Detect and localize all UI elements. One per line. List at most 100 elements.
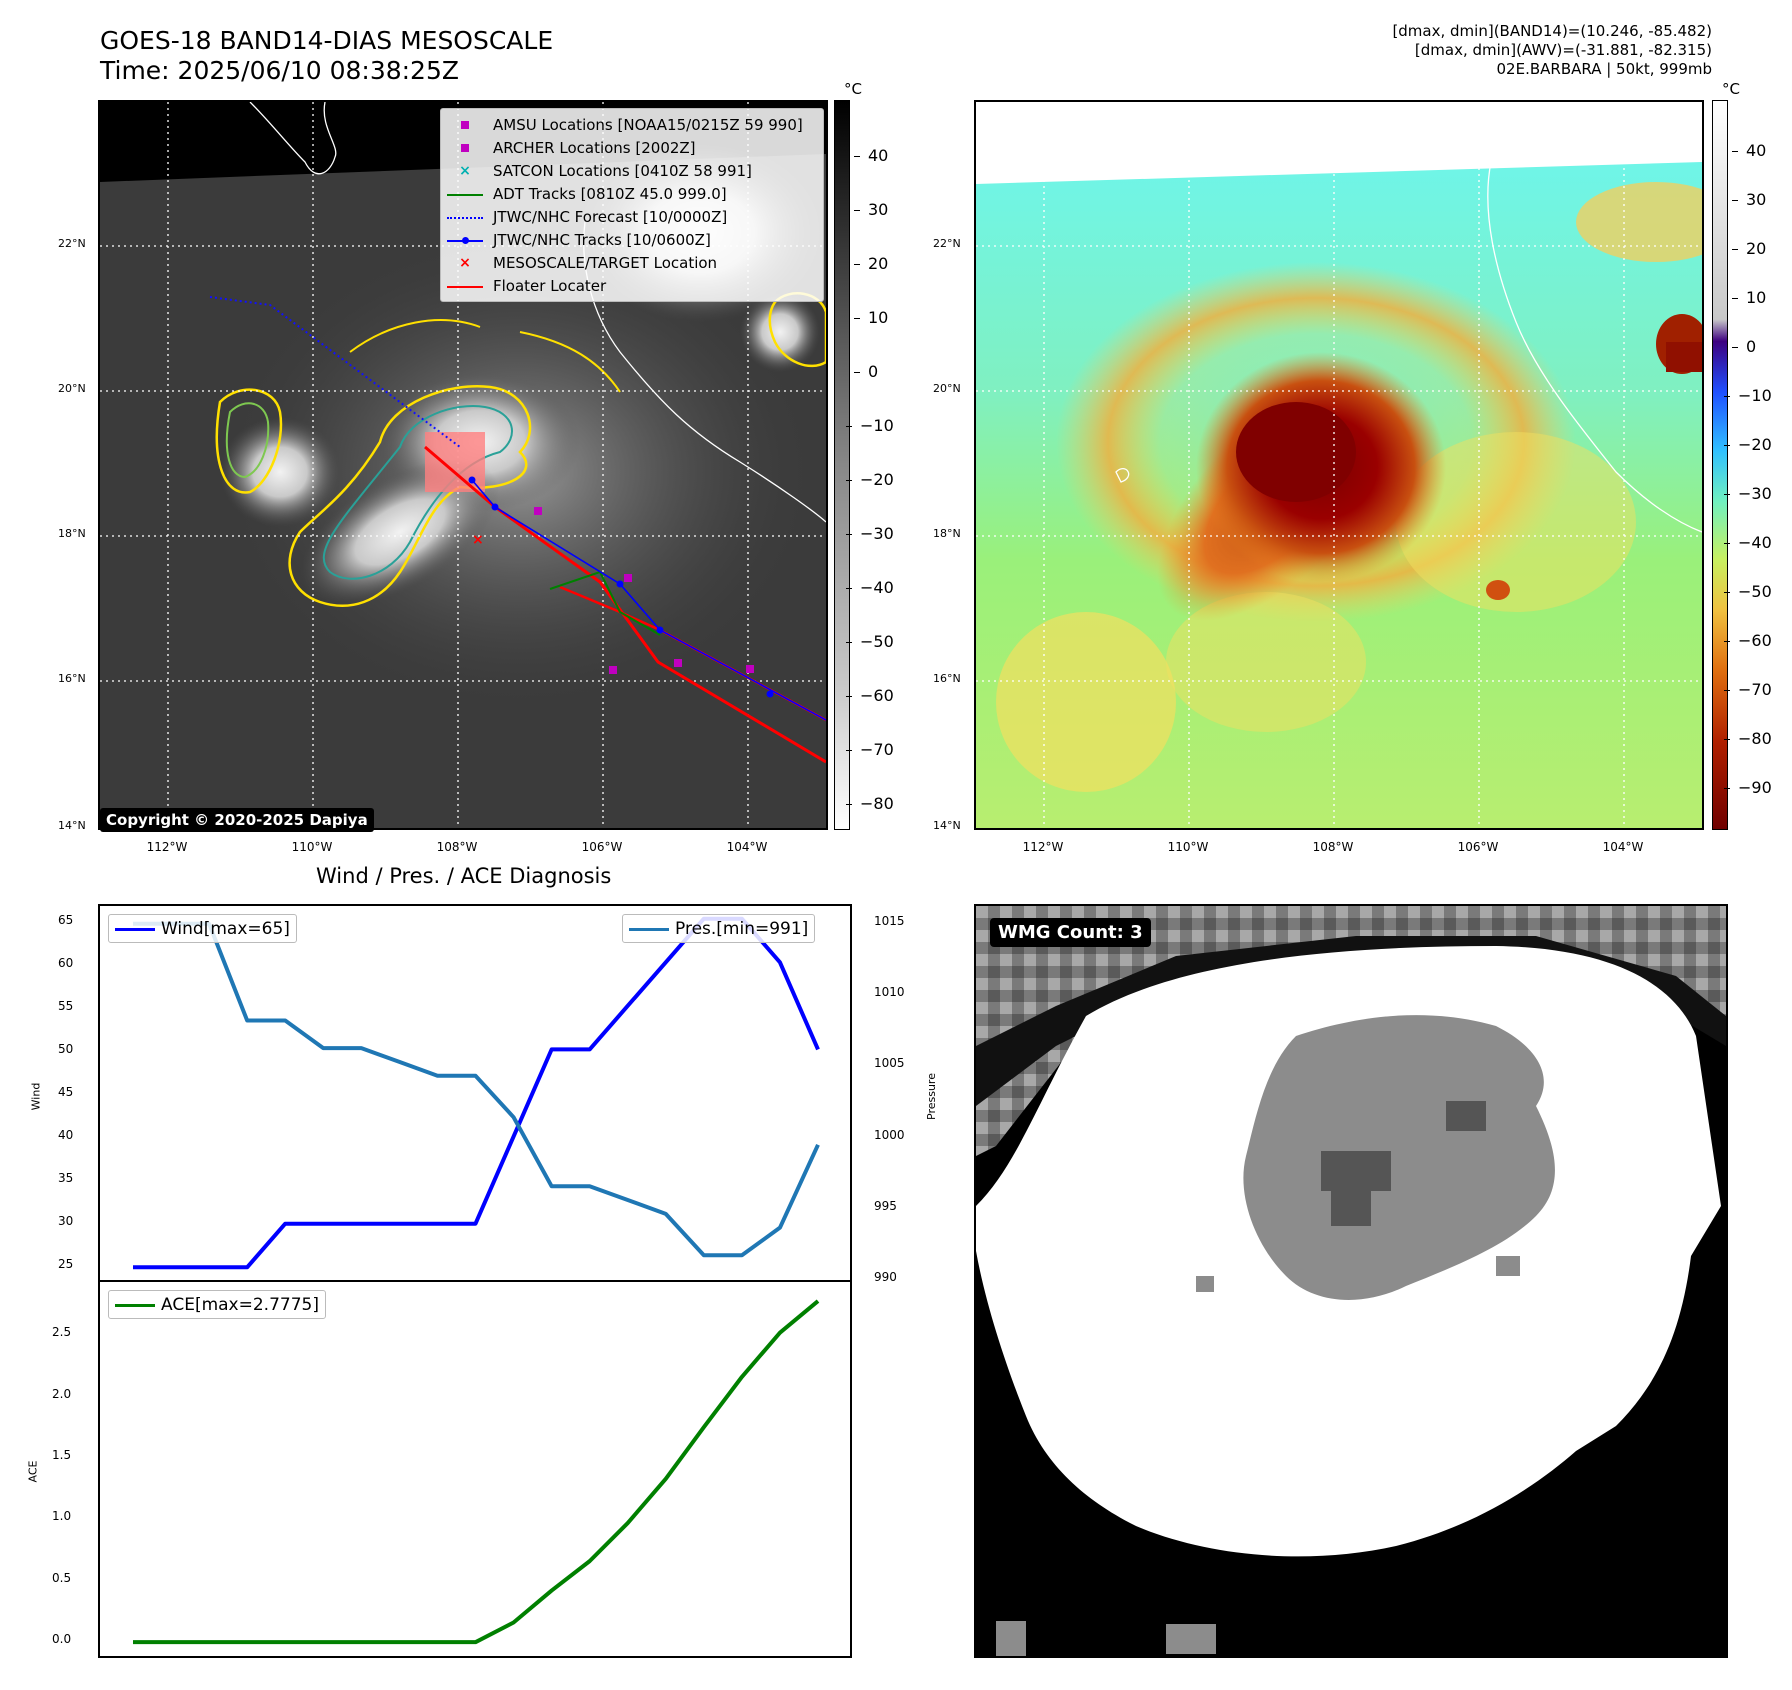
wind-tick: 35 — [58, 1171, 74, 1185]
ir-tick: 0 — [853, 362, 879, 381]
dias-tick: 0 — [1731, 337, 1757, 356]
dotted-line-icon — [447, 210, 483, 224]
ir-tick: −30 — [846, 524, 894, 543]
pressure-tick: 995 — [874, 1199, 897, 1213]
legend-label: AMSU Locations [NOAA15/0215Z 59 990] — [493, 115, 803, 134]
diagnosis-title: Wind / Pres. / ACE Diagnosis — [316, 864, 612, 888]
track-legend: AMSU Locations [NOAA15/0215Z 59 990] ARC… — [440, 108, 824, 302]
pressure-tick: 1015 — [874, 914, 905, 928]
ir-tick: 10 — [853, 308, 889, 327]
ace-legend: ACE[max=2.7775] — [108, 1290, 326, 1319]
dias-tick: −50 — [1724, 582, 1772, 601]
wind-legend-label: Wind[max=65] — [161, 918, 290, 939]
wmg-map — [976, 906, 1726, 1656]
lon-label-106: 106°W — [581, 840, 623, 854]
square-marker-icon — [447, 118, 483, 132]
dias-tick: 10 — [1731, 288, 1767, 307]
ir-tick: −70 — [846, 740, 894, 759]
legend-label: JTWC/NHC Tracks [10/0600Z] — [493, 230, 711, 249]
wind-tick: 40 — [58, 1128, 74, 1142]
stats-awv: [dmax, dmin](AWV)=(-31.881, -82.315) — [1414, 41, 1712, 59]
pressure-legend: Pres.[min=991] — [622, 914, 816, 943]
ir-tick: −10 — [846, 416, 894, 435]
square-marker-icon — [447, 141, 483, 155]
wind-tick: 55 — [58, 999, 74, 1013]
storm-info: 02E.BARBARA | 50kt, 999mb — [1496, 60, 1712, 78]
line-marker-icon — [447, 187, 483, 201]
ace-tick: 0.5 — [52, 1571, 72, 1585]
legend-floater: Floater Locater — [447, 274, 817, 297]
dias-lon-label-112: 112°W — [1022, 840, 1064, 854]
legend-target: × MESOSCALE/TARGET Location — [447, 251, 817, 274]
ace-plot — [132, 1299, 820, 1645]
dias-tick: −40 — [1724, 533, 1772, 552]
wind-tick: 30 — [58, 1214, 74, 1228]
dias-lat-label-14: 14°N — [933, 819, 961, 832]
ace-tick: 1.5 — [52, 1448, 72, 1462]
dias-lon-label-106: 106°W — [1457, 840, 1499, 854]
wind-pressure-panel — [98, 904, 852, 1282]
line-marker-icon — [115, 1298, 155, 1312]
title-line-2: Time: 2025/06/10 08:38:25Z — [100, 56, 459, 85]
wmg-panel — [974, 904, 1728, 1658]
dias-colorbar-unit: °C — [1722, 80, 1740, 98]
dias-tick: −70 — [1724, 680, 1772, 699]
dias-colorbar — [1712, 100, 1728, 830]
dias-lat-label-16: 16°N — [933, 672, 961, 685]
legend-satcon: × SATCON Locations [0410Z 58 991] — [447, 159, 817, 182]
x-marker-icon: × — [459, 254, 471, 271]
dias-lat-label-20: 20°N — [933, 382, 961, 395]
dias-map-panel — [974, 100, 1704, 830]
wind-legend: Wind[max=65] — [108, 914, 297, 943]
lat-label-20: 20°N — [58, 382, 86, 395]
pressure-tick: 1010 — [874, 985, 905, 999]
ace-tick: 0.0 — [52, 1632, 72, 1646]
dias-lon-label-104: 104°W — [1602, 840, 1644, 854]
pressure-series-line — [133, 921, 820, 1258]
dias-tick: 20 — [1731, 239, 1767, 258]
pressure-tick: 990 — [874, 1270, 897, 1284]
dias-map — [976, 102, 1702, 828]
wind-axis-label: Wind — [29, 1082, 43, 1111]
ir-tick: −60 — [846, 686, 894, 705]
ace-tick: 2.0 — [52, 1387, 72, 1401]
svg-text:×: × — [472, 532, 484, 548]
wind-series-line — [133, 916, 820, 1270]
pressure-tick: 1005 — [874, 1056, 905, 1070]
legend-amsu: AMSU Locations [NOAA15/0215Z 59 990] — [447, 113, 817, 136]
ir-tick: 40 — [853, 146, 889, 165]
legend-label: SATCON Locations [0410Z 58 991] — [493, 161, 752, 180]
stats-block: [dmax, dmin](BAND14)=(10.246, -85.482) [… — [1392, 22, 1712, 79]
lon-label-108: 108°W — [436, 840, 478, 854]
ace-panel — [98, 1280, 852, 1658]
wind-tick: 45 — [58, 1085, 74, 1099]
legend-label: JTWC/NHC Forecast [10/0000Z] — [493, 207, 728, 226]
ir-tick: −40 — [846, 578, 894, 597]
legend-adt: ADT Tracks [0810Z 45.0 999.0] — [447, 182, 817, 205]
stats-band14: [dmax, dmin](BAND14)=(10.246, -85.482) — [1392, 22, 1712, 40]
title-line-1: GOES-18 BAND14-DIAS MESOSCALE — [100, 26, 554, 55]
ir-colorbar-unit: °C — [844, 80, 862, 98]
ace-tick: 1.0 — [52, 1509, 72, 1523]
dias-tick: −60 — [1724, 631, 1772, 650]
ir-tick: −80 — [846, 794, 894, 813]
dias-tick: −20 — [1724, 435, 1772, 454]
dias-tick: −10 — [1724, 386, 1772, 405]
line-marker-icon — [629, 922, 669, 936]
lat-label-22: 22°N — [58, 237, 86, 250]
dias-tick: 30 — [1731, 190, 1767, 209]
dias-lon-label-110: 110°W — [1167, 840, 1209, 854]
lat-label-16: 16°N — [58, 672, 86, 685]
legend-label: MESOSCALE/TARGET Location — [493, 253, 718, 272]
line-dot-icon — [447, 233, 483, 247]
line-marker-icon — [447, 279, 483, 293]
wmg-count-badge: WMG Count: 3 — [990, 918, 1151, 947]
ir-tick: −50 — [846, 632, 894, 651]
dias-tick: 40 — [1731, 141, 1767, 160]
x-marker-icon: × — [459, 162, 471, 179]
ir-colorbar — [834, 100, 850, 830]
dias-lat-label-18: 18°N — [933, 527, 961, 540]
lon-label-112: 112°W — [146, 840, 188, 854]
wind-tick: 60 — [58, 956, 74, 970]
ace-tick: 2.5 — [52, 1325, 72, 1339]
